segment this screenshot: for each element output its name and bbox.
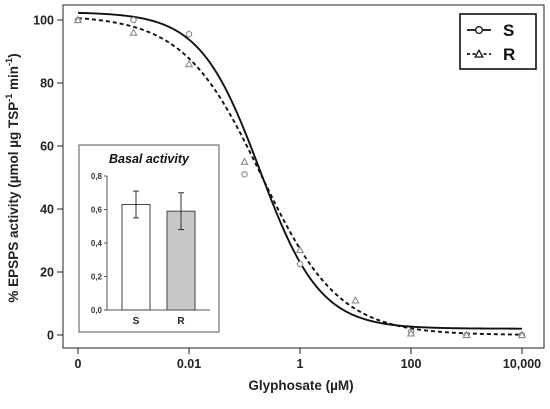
legend: S R: [459, 13, 537, 70]
x-tick-label: 100: [401, 357, 422, 371]
data-markers: [73, 15, 527, 339]
x-tick-label: 0.01: [177, 357, 201, 371]
data-point-r: [517, 330, 527, 339]
x-axis-ticks: 0 0.01 1 100 10,000: [75, 348, 541, 371]
data-point-r: [73, 15, 83, 24]
data-point-s: [296, 260, 304, 268]
data-point-r: [184, 59, 194, 68]
legend-r-label: R: [503, 45, 515, 64]
legend-s-label: S: [503, 21, 514, 40]
inset-bar-s: [121, 203, 151, 311]
inset-y-tick-label: 0,8: [91, 172, 103, 181]
data-point-r: [351, 296, 360, 304]
x-tick-label: 0: [75, 357, 82, 371]
y-tick-label: 80: [40, 77, 54, 91]
x-axis-title: Glyphosate (µM): [248, 378, 353, 393]
legend-r-marker: [474, 48, 484, 58]
plot-frame: [62, 4, 545, 349]
data-point-r: [406, 329, 416, 337]
legend-box: [459, 13, 537, 70]
y-axis-title-sup2: -1: [4, 58, 14, 66]
y-axis-title-end: ): [6, 53, 21, 58]
y-tick-label: 0: [47, 329, 54, 343]
data-point-r: [129, 28, 138, 36]
data-point-r: [295, 245, 305, 254]
inset-category-label: R: [177, 316, 185, 327]
y-axis-title: % EPSPS activity (µmol µg TSP-1 min-1): [4, 53, 21, 302]
inset-y-tick-label: 0,2: [91, 273, 103, 282]
y-tick-label: 40: [40, 203, 54, 217]
inset-y-tick-label: 0,0: [91, 306, 103, 315]
y-axis-title-main: % EPSPS activity (µmol µg TSP: [6, 102, 21, 303]
x-tick-label: 10,000: [503, 357, 541, 371]
legend-s-marker: [474, 25, 484, 35]
x-tick-label: 1: [297, 357, 304, 371]
fit-curve-r: [77, 17, 523, 336]
inset-y-tick-label: 0,4: [91, 239, 103, 248]
inset-category-label: S: [133, 316, 140, 327]
data-point-s: [185, 30, 193, 38]
y-axis-title-mid: min: [6, 66, 21, 94]
y-tick-label: 20: [40, 266, 54, 280]
y-tick-label: 60: [40, 140, 54, 154]
inset-y-tick-label: 0,6: [91, 206, 103, 215]
data-point-r: [240, 157, 249, 165]
data-point-r: [462, 330, 471, 339]
data-point-s: [130, 16, 137, 24]
y-axis-ticks: 0 20 40 60 80 100: [33, 14, 63, 343]
data-point-s: [241, 171, 248, 178]
inset-title: Basal activity: [109, 152, 190, 166]
y-axis-title-sup1: -1: [4, 94, 14, 102]
y-tick-label: 100: [33, 14, 54, 28]
